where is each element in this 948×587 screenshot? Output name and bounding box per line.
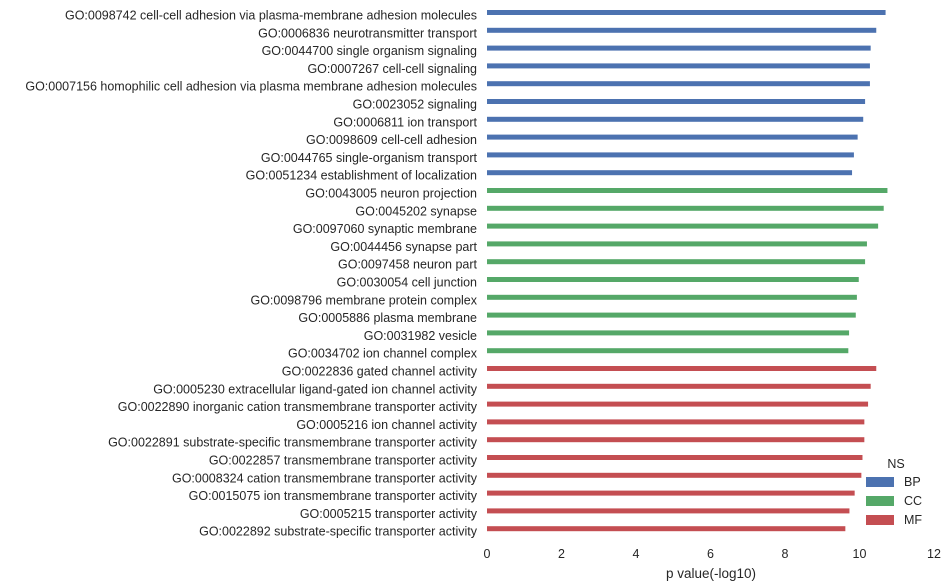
x-tick-label: 4 [633, 547, 640, 561]
x-axis-label: p value(-log10) [666, 566, 756, 581]
category-label: GO:0005886 plasma membrane [298, 311, 477, 325]
category-label: GO:0030054 cell junction [337, 276, 477, 290]
x-tick-label: 2 [558, 547, 565, 561]
bar-bp [487, 81, 870, 87]
bar-cc [487, 348, 849, 354]
category-label: GO:0023052 signaling [353, 98, 477, 112]
category-label: GO:0022890 inorganic cation transmembran… [118, 400, 478, 414]
bar-mf [487, 419, 865, 425]
category-label: GO:0022836 gated channel activity [282, 365, 478, 379]
bar-cc [487, 188, 888, 193]
bar-mf [487, 472, 862, 478]
bar-mf [487, 401, 869, 407]
category-label: GO:0005230 extracellular ligand-gated io… [153, 382, 478, 396]
x-tick-label: 8 [782, 547, 789, 561]
bar-bp [487, 27, 877, 33]
category-label: GO:0008324 cation transmembrane transpor… [172, 471, 478, 485]
category-label: GO:0006836 neurotransmitter transport [258, 26, 477, 40]
legend-label-cc: CC [904, 494, 922, 508]
bar-mf [487, 508, 850, 514]
category-label: GO:0097060 synaptic membrane [293, 222, 477, 236]
bar-mf [487, 437, 865, 443]
category-label: GO:0034702 ion channel complex [288, 347, 478, 361]
category-label: GO:0007156 homophilic cell adhesion via … [25, 80, 477, 94]
category-label: GO:0007267 cell-cell signaling [307, 62, 477, 76]
bar-cc [487, 277, 859, 282]
category-label: GO:0022891 substrate-specific transmembr… [108, 436, 478, 450]
legend-label-bp: BP [904, 475, 921, 489]
category-label: GO:0045202 synapse [355, 204, 477, 218]
bar-mf [487, 455, 863, 460]
bar-cc [487, 312, 856, 318]
category-label: GO:0098609 cell-cell adhesion [306, 133, 477, 147]
x-tick-label: 12 [927, 547, 941, 561]
category-label: GO:0097458 neuron part [338, 258, 478, 272]
bar-cc [487, 223, 879, 229]
category-label: GO:0005216 ion channel activity [296, 418, 477, 432]
legend-title: NS [887, 457, 904, 471]
category-label: GO:0043005 neuron projection [305, 187, 477, 201]
category-label: GO:0031982 vesicle [364, 329, 477, 343]
bar-bp [487, 99, 866, 104]
category-label: GO:0005215 transporter activity [300, 507, 478, 521]
category-label: GO:0015075 ion transmembrane transporter… [189, 489, 478, 503]
legend-label-mf: MF [904, 513, 922, 527]
bar-mf [487, 383, 871, 389]
bar-bp [487, 134, 858, 140]
bar-cc [487, 259, 866, 265]
x-tick-label: 10 [853, 547, 867, 561]
legend-swatch-mf [866, 515, 894, 525]
bar-cc [487, 330, 850, 336]
bar-bp [487, 63, 870, 69]
category-label: GO:0098796 membrane protein complex [250, 293, 477, 307]
category-label: GO:0022857 transmembrane transporter act… [209, 454, 478, 468]
bar-bp [487, 10, 886, 15]
category-label: GO:0006811 ion transport [333, 115, 477, 129]
category-label: GO:0022892 substrate-specific transporte… [199, 525, 478, 539]
x-tick-label: 0 [484, 547, 491, 561]
category-label: GO:0051234 establishment of localization [246, 169, 477, 183]
bar-bp [487, 45, 871, 51]
x-axis-ticks: 0 2 4 6 8 10 12 [484, 547, 941, 561]
bar-bp [487, 116, 864, 122]
bar-mf [487, 490, 855, 496]
bar-mf [487, 526, 846, 532]
x-tick-label: 6 [707, 547, 714, 561]
bar-mf [487, 366, 877, 371]
category-labels: GO:0098742 cell-cell adhesion via plasma… [25, 9, 477, 539]
category-label: GO:0044700 single organism signaling [262, 44, 477, 58]
bar-bp [487, 152, 854, 158]
bars-layer [487, 10, 888, 532]
category-label: GO:0044765 single-organism transport [261, 151, 478, 165]
bar-cc [487, 241, 867, 247]
bar-cc [487, 294, 857, 300]
legend-swatch-bp [866, 477, 894, 487]
category-label: GO:0044456 synapse part [330, 240, 477, 254]
legend-swatch-cc [866, 496, 894, 506]
category-label: GO:0098742 cell-cell adhesion via plasma… [65, 9, 477, 23]
bar-bp [487, 170, 853, 176]
bar-cc [487, 205, 884, 211]
